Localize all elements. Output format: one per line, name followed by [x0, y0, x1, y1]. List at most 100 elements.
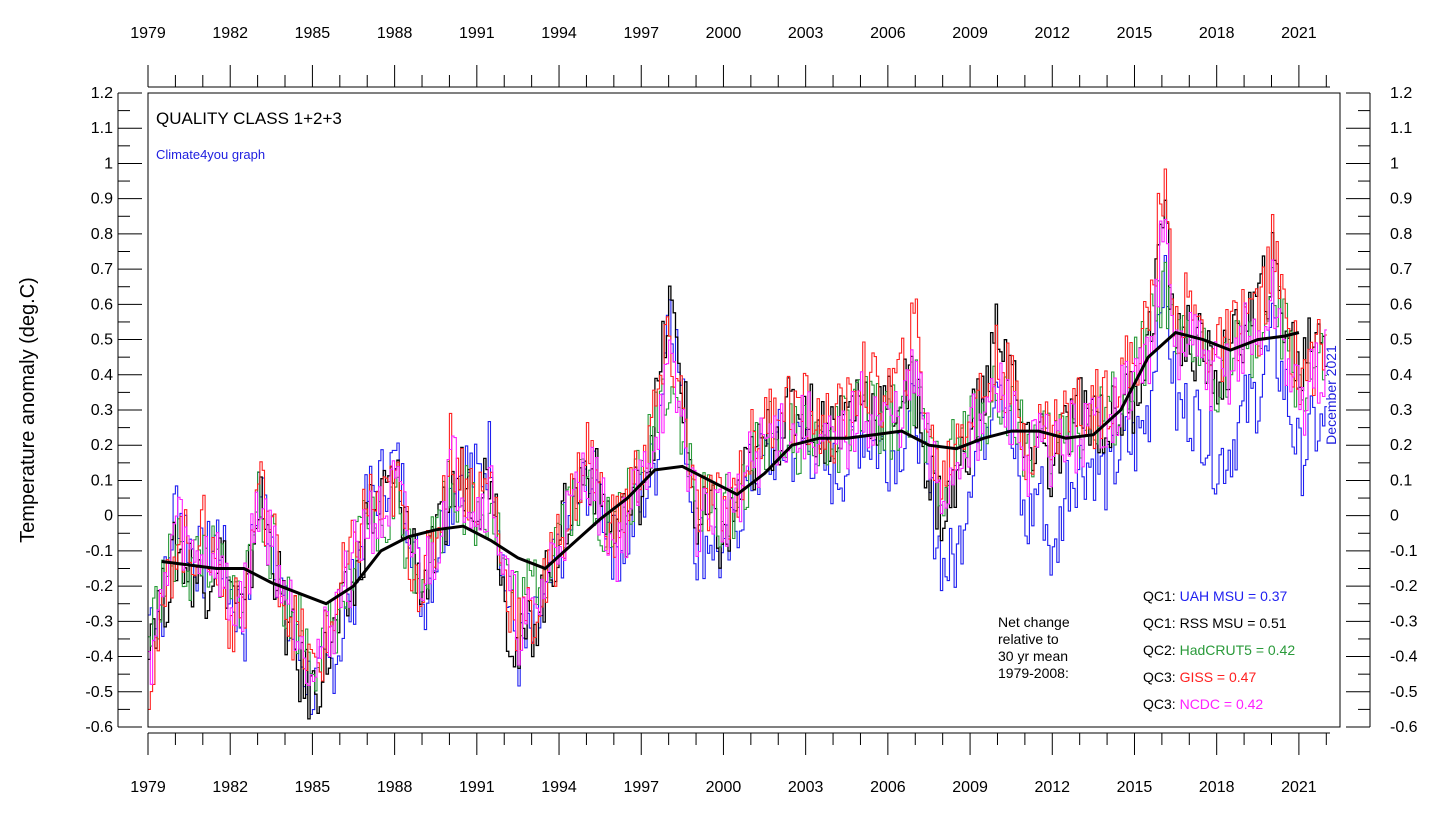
- y-tick-label-right: 0.2: [1390, 437, 1412, 454]
- series-line-running-mean: [161, 330, 1300, 606]
- x-tick-label-top: 1985: [295, 25, 331, 42]
- y-tick-label: 1.2: [91, 85, 113, 102]
- x-tick-label: 2006: [870, 779, 906, 796]
- legend-entry: QC3: GISS = 0.47: [1143, 669, 1256, 685]
- x-tick-label: 2015: [1117, 779, 1153, 796]
- y-tick-label: 0.6: [91, 296, 113, 313]
- series-line-ncdc: [148, 218, 1327, 687]
- axes-layer: 1.2 1.2 1.1 1.1 1 1 0.9 0.9 0.8 0.8 0.7 0.7 0.6 0.6 0.…: [85, 25, 1417, 796]
- x-tick-label: 2000: [706, 779, 742, 796]
- net-change-line: 1979-2008:: [998, 665, 1069, 681]
- y-tick-label-right: 0.4: [1390, 367, 1412, 384]
- legend-label: UAH MSU = 0.37: [1180, 588, 1288, 604]
- y-tick-label: -0.4: [85, 649, 113, 666]
- legend-prefix: QC1:: [1143, 588, 1180, 604]
- y-tick-label-right: -0.6: [1390, 719, 1418, 736]
- y-tick-label: 0.1: [91, 472, 113, 489]
- series-line-uah-msu: [148, 254, 1327, 715]
- y-tick-label: 0.9: [91, 191, 113, 208]
- x-tick-label: 1985: [295, 779, 331, 796]
- legend-prefix: QC2:: [1143, 642, 1180, 658]
- x-tick-label-top: 2018: [1199, 25, 1235, 42]
- y-tick-label: 0.3: [91, 402, 113, 419]
- chart-subtitle: Climate4you graph: [156, 147, 265, 162]
- legend-label: GISS = 0.47: [1180, 669, 1257, 685]
- x-tick-label-top: 1979: [130, 25, 166, 42]
- y-tick-label-right: 0.3: [1390, 402, 1412, 419]
- x-tick-label-top: 2021: [1281, 25, 1317, 42]
- y-tick-label: -0.5: [85, 684, 113, 701]
- net-change-note: Net change relative to 30 yr mean 1979-2…: [998, 614, 1070, 681]
- x-tick-label-top: 2006: [870, 25, 906, 42]
- legend-prefix: QC3:: [1143, 696, 1180, 712]
- y-tick-label-right: -0.5: [1390, 684, 1418, 701]
- x-tick-label: 2018: [1199, 779, 1235, 796]
- x-tick-label: 1991: [459, 779, 495, 796]
- y-tick-label-right: 0.1: [1390, 472, 1412, 489]
- x-tick-label: 1994: [541, 779, 577, 796]
- x-tick-label-top: 1988: [377, 25, 413, 42]
- y-tick-label-right: -0.2: [1390, 578, 1418, 595]
- x-tick-label-top: 2012: [1034, 25, 1070, 42]
- legend-entry: QC2: HadCRUT5 = 0.42: [1143, 642, 1295, 658]
- y-tick-label: -0.6: [85, 719, 113, 736]
- legend-label: NCDC = 0.42: [1180, 696, 1264, 712]
- x-tick-label: 2009: [952, 779, 988, 796]
- x-tick-label: 1988: [377, 779, 413, 796]
- x-tick-label-top: 2000: [706, 25, 742, 42]
- y-tick-label: 1: [104, 155, 113, 172]
- x-tick-label-top: 1982: [212, 25, 248, 42]
- plot-frame: [147, 92, 1341, 728]
- y-tick-label-right: 1.1: [1390, 120, 1412, 137]
- net-change-line: 30 yr mean: [998, 648, 1068, 664]
- y-tick-label: -0.1: [85, 543, 113, 560]
- x-tick-label: 2003: [788, 779, 824, 796]
- net-change-line: relative to: [998, 631, 1059, 647]
- y-tick-label: 0.8: [91, 226, 113, 243]
- y-tick-label-right: 0.9: [1390, 191, 1412, 208]
- y-tick-label-right: 0.5: [1390, 332, 1412, 349]
- legend-entry: QC1: UAH MSU = 0.37: [1143, 588, 1288, 604]
- y-tick-label-right: -0.4: [1390, 649, 1418, 666]
- y-tick-label: 0.7: [91, 261, 113, 278]
- y-tick-label: 0.2: [91, 437, 113, 454]
- y-tick-label-right: 0.7: [1390, 261, 1412, 278]
- legend-label: HadCRUT5 = 0.42: [1180, 642, 1296, 658]
- y-tick-label-right: 1: [1390, 155, 1399, 172]
- x-tick-label: 1982: [212, 779, 248, 796]
- legend-entry: QC1: RSS MSU = 0.51: [1143, 615, 1287, 631]
- y-tick-label-right: 0.6: [1390, 296, 1412, 313]
- y-tick-label: 0: [104, 508, 113, 525]
- x-tick-label-top: 2015: [1117, 25, 1153, 42]
- series-layer: [148, 168, 1327, 720]
- x-tick-label: 1979: [130, 779, 166, 796]
- net-change-line: Net change: [998, 614, 1070, 630]
- x-tick-label-top: 2009: [952, 25, 988, 42]
- y-tick-label: -0.2: [85, 578, 113, 595]
- y-tick-label-right: -0.1: [1390, 543, 1418, 560]
- y-tick-label-right: 1.2: [1390, 85, 1412, 102]
- y-axis-label: Temperature anomaly (deg.C): [17, 277, 39, 543]
- y-tick-label-right: -0.3: [1390, 613, 1418, 630]
- y-tick-label: 0.4: [91, 367, 113, 384]
- y-tick-label-right: 0: [1390, 508, 1399, 525]
- x-tick-label: 1997: [623, 779, 659, 796]
- legend-label: RSS MSU = 0.51: [1180, 615, 1287, 631]
- x-tick-label: 2012: [1034, 779, 1070, 796]
- chart-title: QUALITY CLASS 1+2+3: [156, 109, 342, 128]
- y-tick-label: -0.3: [85, 613, 113, 630]
- x-tick-label-top: 1994: [541, 25, 577, 42]
- x-tick-label-top: 2003: [788, 25, 824, 42]
- x-tick-label: 2021: [1281, 779, 1317, 796]
- x-tick-label-top: 1997: [623, 25, 659, 42]
- legend-prefix: QC3:: [1143, 669, 1180, 685]
- legend-prefix: QC1:: [1143, 615, 1180, 631]
- legend-entry: QC3: NCDC = 0.42: [1143, 696, 1263, 712]
- x-tick-label-top: 1991: [459, 25, 495, 42]
- y-tick-label: 1.1: [91, 120, 113, 137]
- y-tick-label-right: 0.8: [1390, 226, 1412, 243]
- y-tick-label: 0.5: [91, 332, 113, 349]
- date-annotation: December 2021: [1323, 345, 1339, 445]
